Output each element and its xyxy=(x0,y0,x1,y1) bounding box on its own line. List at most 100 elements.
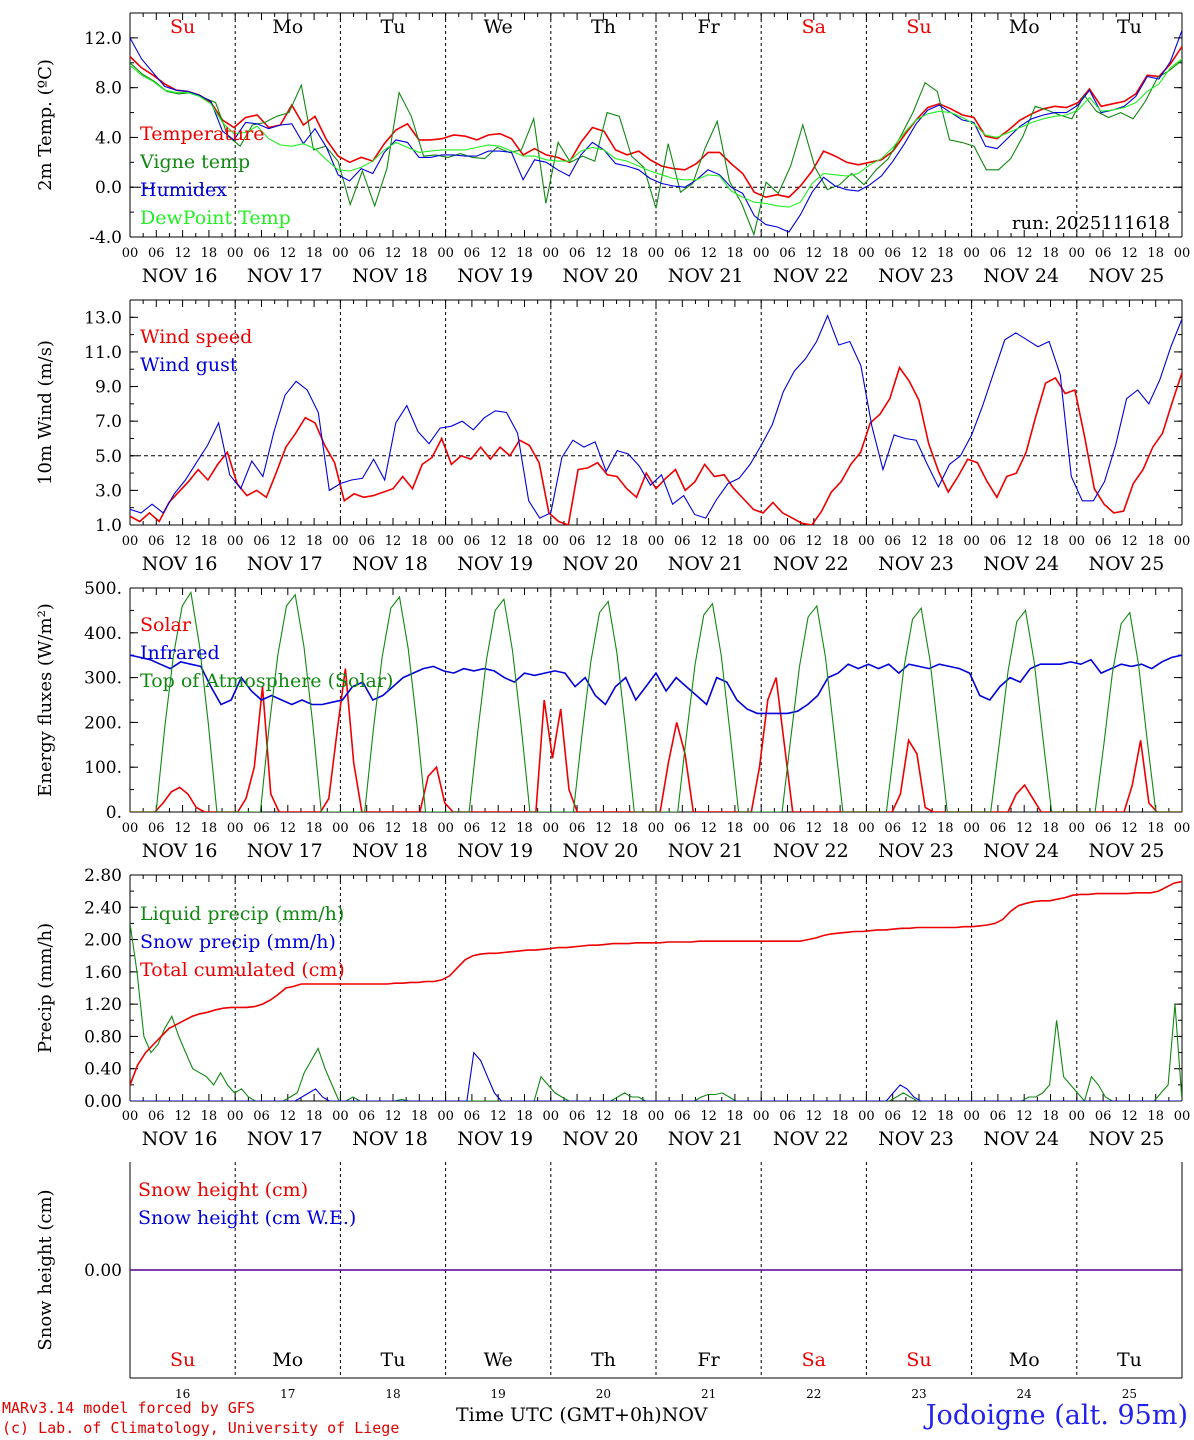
hour-tick-label: 12 xyxy=(280,246,297,261)
series-line-temperature xyxy=(130,46,1182,199)
y-tick-label: 1.60 xyxy=(84,963,122,983)
hour-tick-label: 06 xyxy=(358,821,375,836)
hour-tick-label: 18 xyxy=(306,821,323,836)
hour-tick-label: 12 xyxy=(806,1109,823,1124)
month-label: NOV xyxy=(661,1404,708,1426)
date-label: NOV 17 xyxy=(247,1128,323,1150)
y-tick-label: 300. xyxy=(84,669,122,689)
y-tick-label: 11.0 xyxy=(84,343,122,363)
y-tick-label: 0.0 xyxy=(95,178,122,198)
date-label: NOV 20 xyxy=(562,265,638,287)
date-label: NOV 16 xyxy=(142,265,218,287)
hour-tick-label: 00 xyxy=(753,534,770,549)
hour-tick-label: 00 xyxy=(122,246,139,261)
hour-tick-label: 12 xyxy=(700,534,717,549)
day-number-label: 22 xyxy=(806,1387,821,1401)
hour-tick-label: 00 xyxy=(858,534,875,549)
hour-tick-label: 00 xyxy=(1174,821,1191,836)
date-label: NOV 23 xyxy=(878,1128,954,1150)
run-annotation: run: 2025111618 xyxy=(1012,213,1170,234)
hour-tick-label: 18 xyxy=(1147,246,1164,261)
hour-tick-label: 00 xyxy=(332,1109,349,1124)
date-label: NOV 22 xyxy=(773,840,849,862)
day-number-label: 25 xyxy=(1122,1387,1137,1401)
date-label: NOV 18 xyxy=(352,265,428,287)
hour-tick-label: 12 xyxy=(911,246,928,261)
y-tick-label: 9.0 xyxy=(95,378,122,398)
hour-tick-label: 06 xyxy=(148,534,165,549)
weekday-label: Th xyxy=(591,16,616,38)
y-tick-label: 500. xyxy=(84,579,122,599)
legend-entry: Humidex xyxy=(140,179,227,201)
hour-tick-label: 00 xyxy=(858,246,875,261)
hour-tick-label: 12 xyxy=(1016,1109,1033,1124)
y-tick-label: 1.20 xyxy=(84,995,122,1015)
date-label: NOV 17 xyxy=(247,553,323,575)
hour-tick-label: 00 xyxy=(437,1109,454,1124)
hour-tick-label: 18 xyxy=(411,821,428,836)
hour-tick-label: 00 xyxy=(648,821,665,836)
hour-tick-label: 06 xyxy=(779,1109,796,1124)
hour-tick-label: 18 xyxy=(411,534,428,549)
date-label: NOV 19 xyxy=(457,1128,533,1150)
date-label: NOV 22 xyxy=(773,1128,849,1150)
hour-tick-label: 00 xyxy=(227,821,244,836)
date-label: NOV 17 xyxy=(247,840,323,862)
y-tick-label: 7.0 xyxy=(95,412,122,432)
legend-entry: Total cumulated (cm) xyxy=(140,959,345,981)
day-number-label: 17 xyxy=(280,1387,295,1401)
y-tick-label: 100. xyxy=(84,758,122,778)
hour-tick-label: 00 xyxy=(963,246,980,261)
hour-tick-label: 12 xyxy=(385,246,402,261)
hour-tick-label: 18 xyxy=(1147,821,1164,836)
hour-tick-label: 06 xyxy=(674,821,691,836)
hour-tick-label: 12 xyxy=(174,1109,191,1124)
y-tick-label: 13.0 xyxy=(84,308,122,328)
date-label: NOV 23 xyxy=(878,553,954,575)
hour-tick-label: 12 xyxy=(1121,1109,1138,1124)
y-tick-label: 2.40 xyxy=(84,898,122,918)
legend-entry: Snow height (cm W.E.) xyxy=(138,1207,356,1229)
series-line-wind-gust xyxy=(130,314,1182,519)
date-label: NOV 21 xyxy=(668,840,744,862)
hour-tick-label: 12 xyxy=(490,821,507,836)
series-line-snow-precip-mm-h- xyxy=(130,1051,1182,1101)
hour-tick-label: 18 xyxy=(832,246,849,261)
day-number-label: 23 xyxy=(911,1387,926,1401)
hour-tick-label: 06 xyxy=(674,246,691,261)
date-label: NOV 20 xyxy=(562,1128,638,1150)
weekday-label: Su xyxy=(906,16,931,38)
weekday-label: Su xyxy=(906,1349,931,1371)
hour-tick-label: 00 xyxy=(753,246,770,261)
hour-tick-label: 06 xyxy=(253,246,270,261)
hour-tick-label: 06 xyxy=(779,246,796,261)
date-label: NOV 16 xyxy=(142,840,218,862)
weekday-label: Tu xyxy=(381,1349,406,1371)
y-axis-title: Energy fluxes (W/m²) xyxy=(35,603,56,797)
hour-tick-label: 18 xyxy=(937,821,954,836)
y-axis-title: Precip (mm/h) xyxy=(35,923,56,1053)
hour-tick-label: 00 xyxy=(648,534,665,549)
hour-tick-label: 06 xyxy=(569,821,586,836)
hour-tick-label: 18 xyxy=(1147,1109,1164,1124)
hour-tick-label: 18 xyxy=(516,1109,533,1124)
hour-tick-label: 12 xyxy=(490,1109,507,1124)
y-tick-label: 0. xyxy=(106,803,122,823)
y-tick-label: 400. xyxy=(84,624,122,644)
hour-tick-label: 06 xyxy=(464,1109,481,1124)
hour-tick-label: 18 xyxy=(516,821,533,836)
x-axis-label: Time UTC (GMT+0h) xyxy=(456,1404,662,1426)
series-line-vigne-temp xyxy=(130,59,1182,237)
hour-tick-label: 18 xyxy=(516,246,533,261)
hour-tick-label: 18 xyxy=(411,1109,428,1124)
hour-tick-label: 18 xyxy=(1042,246,1059,261)
hour-tick-label: 18 xyxy=(937,1109,954,1124)
weekday-label: We xyxy=(484,16,513,38)
legend-entry: DewPoint Temp xyxy=(140,207,291,229)
hour-tick-label: 12 xyxy=(385,534,402,549)
hour-tick-label: 00 xyxy=(858,1109,875,1124)
hour-tick-label: 06 xyxy=(884,821,901,836)
